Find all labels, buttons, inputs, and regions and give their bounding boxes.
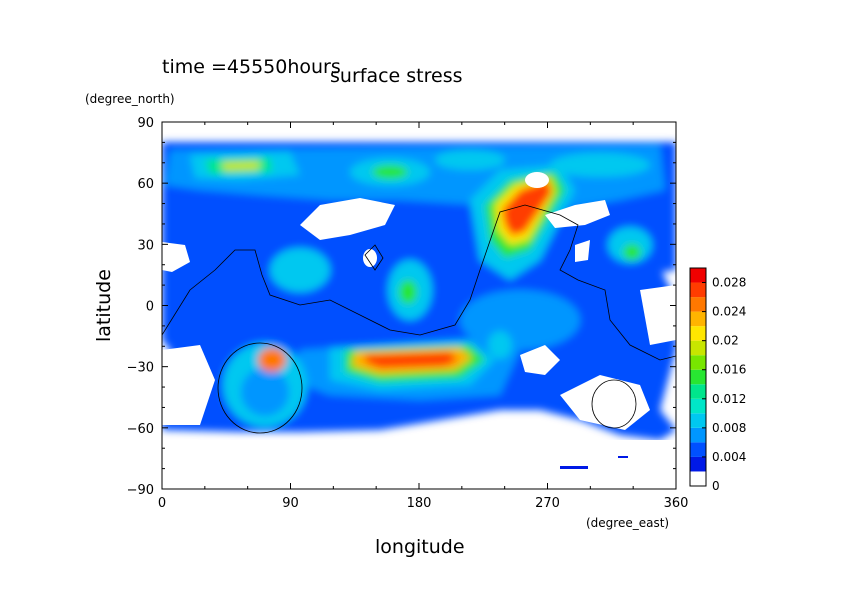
colorbar-swatch: [690, 456, 706, 472]
y-axis-label: latitude: [93, 269, 115, 342]
colorbar-swatch: [690, 442, 706, 457]
x-tick-label: 360: [664, 496, 689, 511]
coastlines: [162, 204, 676, 434]
y-tick-label: 0: [146, 300, 154, 315]
chart-title: surface stress: [330, 65, 463, 87]
y-tick-label: 60: [137, 177, 154, 192]
x-tick-label: 0: [158, 496, 166, 511]
colorbar-swatch: [690, 282, 706, 298]
x-unit-label: (degree_east): [586, 516, 669, 530]
field-region: [502, 180, 552, 236]
field-gap: [162, 242, 190, 272]
field-region: [241, 368, 289, 416]
x-tick-label: 90: [282, 496, 299, 511]
colorbar-swatch: [690, 326, 706, 341]
field-gap: [363, 249, 377, 267]
x-tick-label: 180: [407, 496, 432, 511]
colorbar: 0 0.004 0.008 0.012 0.016 0.02 0.024 0.028: [689, 267, 746, 493]
field-patch: [560, 466, 588, 469]
colorbar-tick-label: 0: [712, 479, 720, 493]
field-region: [435, 150, 505, 170]
field-gap: [520, 345, 560, 375]
colorbar-swatch: [690, 471, 706, 486]
stress-field: [162, 122, 676, 489]
colorbar-tick-label: 0.024: [712, 305, 746, 319]
y-tick-label: −30: [127, 361, 154, 376]
colorbar-swatch: [690, 311, 706, 327]
field-region: [270, 248, 330, 292]
field-region: [365, 352, 458, 368]
field-region: [258, 348, 286, 372]
x-axis-ticks: 0 90 180 270 360: [158, 122, 689, 511]
colorbar-swatch: [690, 297, 706, 312]
colorbar-swatch: [690, 340, 706, 356]
colorbar-tick-label: 0.02: [712, 334, 739, 348]
colorbar-swatch: [690, 398, 706, 414]
field-gap: [162, 345, 215, 425]
field-region: [623, 244, 641, 260]
field-gap: [162, 440, 676, 489]
field-region: [460, 290, 580, 350]
colorbar-tick-label: 0.012: [712, 392, 746, 406]
colorbar-tick-label: 0.016: [712, 363, 746, 377]
field-gap: [640, 285, 676, 345]
field-gap: [525, 172, 549, 188]
x-axis-label: longitude: [375, 536, 465, 558]
field-region: [399, 280, 417, 304]
field-patch: [618, 456, 628, 458]
field-gap: [560, 375, 650, 430]
y-unit-label: (degree_north): [85, 92, 175, 106]
field-region: [372, 165, 408, 179]
colorbar-tick-label: 0.028: [712, 276, 746, 290]
colorbar-swatch: [690, 369, 706, 385]
colorbar-swatch: [690, 384, 706, 399]
colorbar-tick-label: 0.008: [712, 421, 746, 435]
y-tick-label: 30: [137, 238, 154, 253]
colorbar-tick-label: 0.004: [712, 450, 746, 464]
field-gap: [575, 240, 590, 262]
x-tick-label: 270: [535, 496, 560, 511]
field-gap: [545, 200, 610, 228]
y-tick-label: −90: [127, 483, 154, 498]
colorbar-swatch: [690, 355, 706, 370]
colorbar-swatch: [690, 413, 706, 428]
field-region: [222, 161, 260, 171]
colorbar-frame: [689, 267, 707, 487]
field-region: [550, 153, 650, 177]
colorbar-swatch: [690, 427, 706, 443]
field-region: [488, 331, 512, 359]
colorbar-swatch: [690, 268, 706, 283]
y-tick-label: −60: [127, 422, 154, 437]
field-gap: [300, 198, 395, 240]
chart-subtitle: time =45550hours: [162, 56, 341, 78]
y-tick-label: 90: [137, 116, 154, 131]
y-axis-ticks: 90 60 30 0 −30 −60 −90: [127, 116, 676, 498]
